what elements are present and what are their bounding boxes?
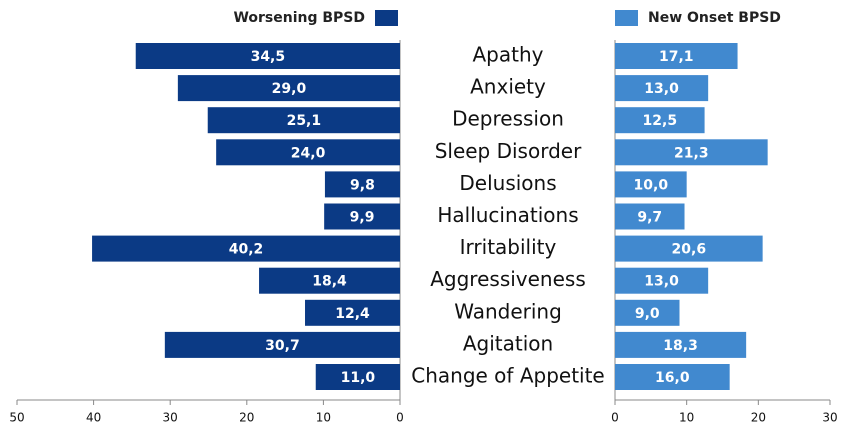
- x-tick-label: 0: [396, 411, 404, 425]
- bar: [92, 235, 401, 262]
- category-label: Agitation: [463, 331, 553, 355]
- value-label: 21,3: [674, 145, 709, 161]
- bar: [315, 364, 400, 390]
- value-label: 25,1: [287, 113, 322, 129]
- bar: [324, 203, 400, 230]
- legend-swatch: [375, 10, 398, 26]
- legend-swatch: [615, 10, 638, 26]
- x-tick-label: 40: [86, 411, 101, 425]
- bar: [615, 331, 747, 358]
- x-tick-label: 50: [9, 411, 24, 425]
- value-label: 9,7: [637, 210, 662, 226]
- bar: [615, 75, 709, 102]
- x-tick-label: 0: [611, 411, 619, 425]
- value-label: 13,0: [644, 81, 679, 97]
- x-tick-label: 10: [316, 411, 331, 425]
- value-label: 18,3: [663, 338, 698, 354]
- legend-label: New Onset BPSD: [648, 10, 781, 26]
- value-label: 29,0: [272, 81, 307, 97]
- x-tick-label: 30: [163, 411, 178, 425]
- category-label: Aggressiveness: [430, 267, 586, 291]
- bar: [259, 267, 400, 294]
- x-tick-label: 20: [751, 411, 766, 425]
- bar: [615, 299, 680, 326]
- bar: [135, 43, 401, 69]
- bar: [164, 331, 400, 358]
- bar: [615, 139, 768, 166]
- bar: [324, 171, 400, 198]
- value-label: 17,1: [659, 49, 694, 65]
- category-label: Wandering: [454, 299, 562, 323]
- bar: [216, 139, 400, 166]
- legend-label: Worsening BPSD: [233, 10, 365, 26]
- value-label: 30,7: [265, 338, 300, 354]
- bar: [615, 43, 738, 69]
- category-label: Sleep Disorder: [435, 139, 582, 163]
- x-tick-label: 10: [679, 411, 694, 425]
- value-label: 12,4: [335, 306, 370, 322]
- value-label: 20,6: [672, 242, 707, 258]
- value-label: 34,5: [251, 49, 286, 65]
- value-label: 16,0: [655, 370, 690, 386]
- value-label: 9,8: [350, 177, 375, 193]
- value-label: 13,0: [644, 274, 679, 290]
- bar: [207, 107, 400, 134]
- value-label: 40,2: [229, 242, 264, 258]
- bar: [615, 171, 687, 198]
- bar: [615, 235, 763, 262]
- value-label: 24,0: [291, 145, 326, 161]
- value-label: 9,0: [635, 306, 660, 322]
- category-label: Anxiety: [470, 75, 546, 99]
- bar: [305, 299, 400, 326]
- x-tick-label: 30: [822, 411, 837, 425]
- bar: [615, 267, 709, 294]
- category-label: Irritability: [460, 235, 557, 259]
- value-label: 18,4: [312, 274, 347, 290]
- category-label: Hallucinations: [437, 203, 578, 227]
- category-label: Apathy: [473, 43, 544, 67]
- bar: [177, 75, 400, 102]
- value-label: 12,5: [643, 113, 678, 129]
- category-label: Change of Appetite: [411, 364, 605, 388]
- bar: [615, 364, 730, 390]
- bar: [615, 107, 705, 134]
- category-label: Depression: [452, 107, 564, 131]
- x-tick-label: 20: [239, 411, 254, 425]
- value-label: 11,0: [341, 370, 376, 386]
- value-label: 9,9: [350, 210, 375, 226]
- bar: [615, 203, 685, 230]
- category-label: Delusions: [459, 171, 556, 195]
- value-label: 10,0: [634, 177, 669, 193]
